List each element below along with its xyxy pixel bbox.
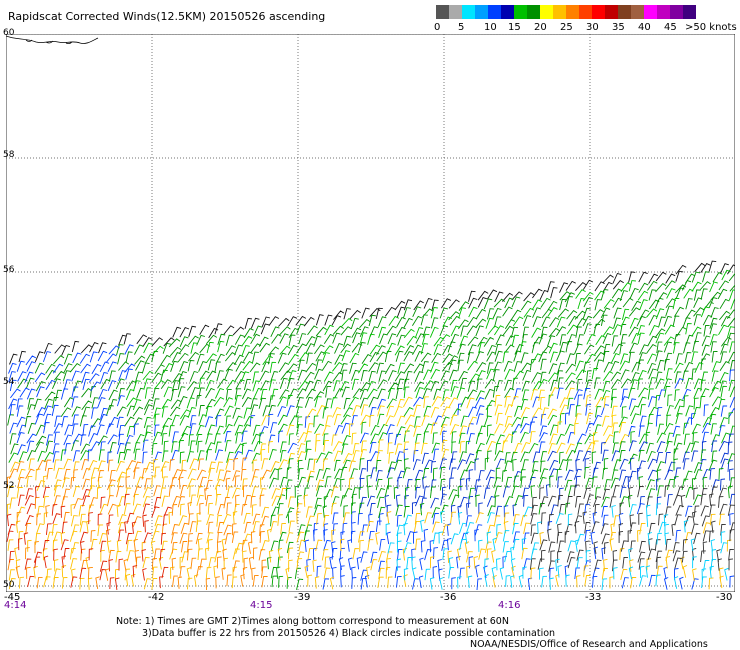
lat-label-56: 56 xyxy=(3,265,15,275)
lat-label-58: 58 xyxy=(3,150,15,160)
scale-swatch xyxy=(605,5,618,19)
coastline xyxy=(6,35,99,45)
lat-label-50: 50 xyxy=(3,580,15,590)
scale-swatch xyxy=(475,5,488,19)
wind-barb-group xyxy=(529,484,735,572)
wind-barbs xyxy=(6,260,735,591)
scale-swatch xyxy=(462,5,475,19)
time-label-416: 4:16 xyxy=(498,600,521,611)
coastline-path xyxy=(6,35,99,45)
scale-swatch xyxy=(553,5,566,19)
wind-barb-group xyxy=(259,387,629,470)
wind-barb-group xyxy=(8,370,735,464)
wind-barb-group xyxy=(267,440,735,590)
scale-swatch xyxy=(631,5,644,19)
note-line-2: 3)Data buffer is 22 hrs from 20150526 4)… xyxy=(142,628,556,639)
lon-label--42: -42 xyxy=(148,592,165,603)
lat-label-60: 60 xyxy=(3,28,15,38)
scale-label: 0 xyxy=(434,22,441,33)
wind-barb-group xyxy=(9,260,735,365)
scale-label: 25 xyxy=(560,22,573,33)
time-label-414: 4:14 xyxy=(4,600,27,611)
lat-label-54: 54 xyxy=(3,377,15,387)
scale-swatch xyxy=(670,5,683,19)
scale-swatch xyxy=(436,5,449,19)
scale-swatch xyxy=(657,5,670,19)
wind-speed-scale-labels: 0 5 10 15 20 25 30 35 40 45 >50 knots xyxy=(430,22,740,36)
scale-swatch xyxy=(592,5,605,19)
scale-label: 10 xyxy=(484,22,497,33)
lat-label-52: 52 xyxy=(3,481,15,491)
lon-label--30: -30 xyxy=(716,592,733,603)
scale-swatch xyxy=(566,5,579,19)
lon-label--36: -36 xyxy=(440,592,457,603)
page-title: Rapidscat Corrected Winds(12.5KM) 201505… xyxy=(8,10,326,23)
credit-line: NOAA/NESDIS/Office of Research and Appli… xyxy=(470,639,708,650)
scale-label: 40 xyxy=(638,22,651,33)
scale-label: >50 knots xyxy=(685,22,737,33)
scale-swatch xyxy=(514,5,527,19)
scale-swatch xyxy=(449,5,462,19)
scale-label: 35 xyxy=(612,22,625,33)
wind-barb-group xyxy=(385,503,729,591)
scale-label: 30 xyxy=(586,22,599,33)
scale-swatch xyxy=(579,5,592,19)
time-label-415: 4:15 xyxy=(250,600,273,611)
scale-swatch xyxy=(618,5,631,19)
scale-label: 20 xyxy=(534,22,547,33)
scale-label: 45 xyxy=(664,22,677,33)
note-line-1: Note: 1) Times are GMT 2)Times along bot… xyxy=(116,616,509,627)
lon-label--39: -39 xyxy=(294,592,311,603)
scale-swatch xyxy=(501,5,514,19)
scale-swatch xyxy=(527,5,540,19)
wind-barb-group xyxy=(8,344,735,591)
wind-barb-group xyxy=(359,433,735,518)
scale-label: 15 xyxy=(508,22,521,33)
lon-label--45: -45 xyxy=(4,592,21,603)
wind-speed-color-scale xyxy=(436,5,696,19)
scale-swatch xyxy=(540,5,553,19)
scale-label: 5 xyxy=(458,22,465,33)
scale-swatch xyxy=(644,5,657,19)
wind-barb-group xyxy=(6,485,173,590)
lon-label--33: -33 xyxy=(585,592,602,603)
wind-barb-group xyxy=(7,271,735,461)
wind-barb-group xyxy=(125,269,735,426)
scale-swatch xyxy=(683,5,696,19)
wind-barb-map xyxy=(6,34,735,592)
scale-swatch xyxy=(488,5,501,19)
